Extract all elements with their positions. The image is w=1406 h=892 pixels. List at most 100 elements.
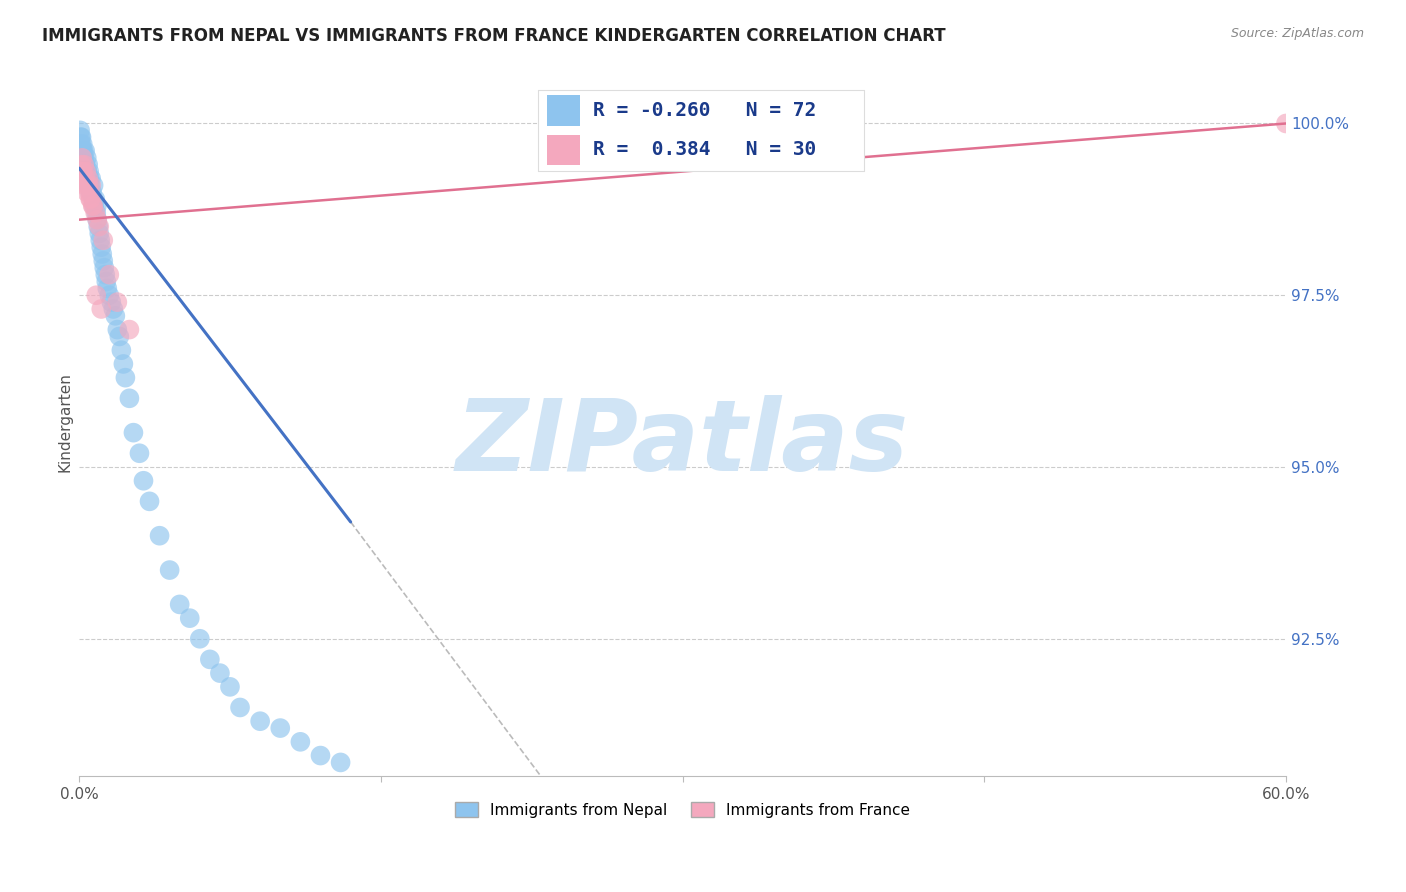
Point [75, 164, 97, 178]
Point [309, 748, 332, 763]
Point [290, 735, 312, 749]
Point [82, 199, 104, 213]
Point [79, 171, 101, 186]
Point [108, 329, 131, 343]
Point [169, 598, 191, 612]
Point [80, 178, 103, 193]
Point [89, 227, 111, 241]
Point [77, 178, 100, 193]
Point [219, 680, 242, 694]
Point [91, 233, 114, 247]
Point [77, 171, 100, 186]
Point [1275, 116, 1298, 130]
Point [70, 137, 93, 152]
Point [188, 632, 211, 646]
Point [89, 219, 111, 234]
Point [70, 151, 93, 165]
Point [84, 192, 107, 206]
Point [82, 192, 104, 206]
Point [103, 301, 125, 316]
Point [73, 158, 96, 172]
Point [70, 144, 93, 158]
Point [98, 288, 121, 302]
Point [79, 192, 101, 206]
Point [229, 700, 252, 714]
Point [79, 178, 101, 193]
Point [98, 268, 121, 282]
Point [69, 151, 91, 165]
Y-axis label: Kindergarten: Kindergarten [58, 372, 72, 472]
Point [77, 158, 100, 172]
Point [114, 370, 136, 384]
Text: IMMIGRANTS FROM NEPAL VS IMMIGRANTS FROM FRANCE KINDERGARTEN CORRELATION CHART: IMMIGRANTS FROM NEPAL VS IMMIGRANTS FROM… [42, 27, 946, 45]
Point [159, 563, 181, 577]
Point [72, 164, 94, 178]
Point [138, 494, 160, 508]
Point [86, 212, 108, 227]
Point [69, 164, 91, 178]
Point [72, 164, 94, 178]
Point [76, 151, 98, 165]
Point [69, 130, 91, 145]
Point [84, 288, 107, 302]
Point [96, 281, 118, 295]
Point [69, 123, 91, 137]
Point [84, 206, 107, 220]
Point [90, 240, 112, 254]
Point [70, 144, 93, 158]
Point [128, 446, 150, 460]
Point [82, 199, 104, 213]
Point [269, 721, 291, 735]
Text: ZIPatlas: ZIPatlas [456, 395, 910, 492]
Point [93, 260, 115, 275]
Point [75, 164, 97, 178]
Point [73, 158, 96, 172]
Point [249, 714, 271, 729]
Point [73, 178, 96, 193]
Point [91, 247, 114, 261]
Point [198, 652, 221, 666]
Point [80, 171, 103, 186]
Point [104, 309, 127, 323]
Point [208, 666, 231, 681]
Point [329, 756, 352, 770]
Point [105, 323, 128, 337]
Point [122, 425, 145, 440]
Point [75, 171, 97, 186]
Point [112, 357, 135, 371]
Point [118, 392, 141, 406]
Point [90, 301, 112, 316]
Point [70, 158, 93, 172]
Point [179, 611, 201, 625]
Point [75, 144, 97, 158]
Point [80, 192, 103, 206]
Point [76, 185, 98, 199]
Point [105, 295, 128, 310]
Point [77, 164, 100, 178]
Point [70, 164, 93, 178]
Point [76, 171, 98, 186]
Point [91, 253, 114, 268]
Point [86, 199, 108, 213]
Point [75, 158, 97, 172]
Point [69, 171, 91, 186]
Point [80, 185, 103, 199]
Point [83, 178, 105, 193]
Point [77, 185, 100, 199]
Point [76, 164, 98, 178]
Point [83, 199, 105, 213]
Point [100, 295, 122, 310]
Point [70, 130, 93, 145]
Point [72, 151, 94, 165]
Point [84, 206, 107, 220]
Point [94, 268, 117, 282]
Point [76, 178, 98, 193]
Point [72, 137, 94, 152]
Point [73, 151, 96, 165]
Point [110, 343, 132, 358]
Point [89, 233, 111, 247]
Point [82, 185, 104, 199]
Text: Source: ZipAtlas.com: Source: ZipAtlas.com [1230, 27, 1364, 40]
Point [72, 144, 94, 158]
Point [86, 212, 108, 227]
